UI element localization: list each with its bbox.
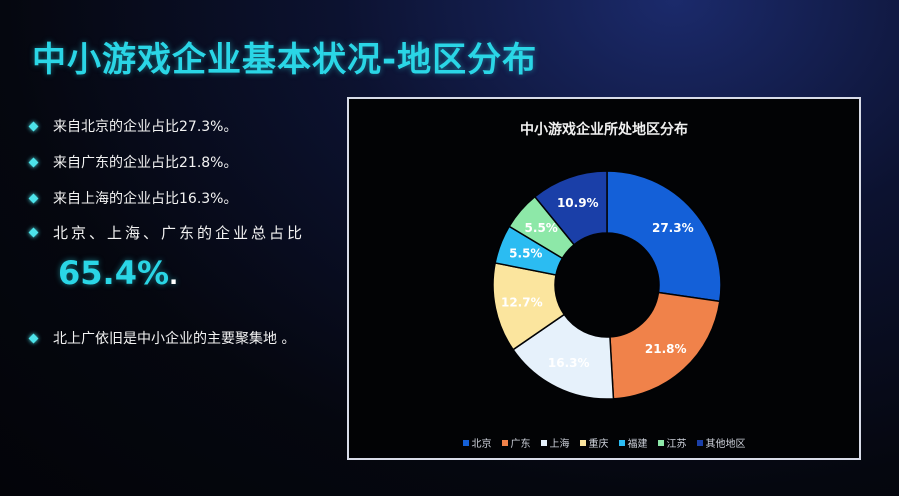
donut-slice-2 [512, 313, 615, 400]
slide-title: 中小游戏企业基本状况-地区分布 [32, 40, 538, 80]
donut-hole [556, 234, 658, 336]
slice-label-3: 12.7% [501, 296, 543, 310]
slice-label-0: 27.3% [652, 221, 694, 235]
legend-label: 江苏 [666, 439, 687, 450]
highlight-suffix: . [169, 262, 179, 290]
bullet-beijing: 来自北京的企业占比27.3%。 [28, 116, 238, 136]
legend-label: 广东 [510, 439, 531, 450]
bullet-conclusion: 北上广依旧是中小企业的主要聚集地 。 [28, 328, 296, 348]
legend-item-5: 江苏 [657, 435, 687, 450]
highlight-number: 65.4% [58, 254, 170, 292]
diamond-bullet-icon [28, 193, 39, 203]
donut-slice-6 [533, 170, 608, 246]
chart-panel: 中小游戏企业所处地区分布 27.3% 21.8% 16.3% 12.7% 5.5% 5.5… [347, 97, 861, 460]
legend-swatch [579, 439, 586, 446]
bullet-guangdong: 来自广东的企业占比21.8%。 [28, 152, 238, 172]
legend-swatch [540, 439, 547, 446]
legend-item-3: 重庆 [579, 435, 609, 450]
legend-label: 上海 [549, 439, 570, 450]
legend-label: 重庆 [588, 439, 609, 450]
chart-title: 中小游戏企业所处地区分布 [520, 122, 688, 138]
diamond-bullet-icon [28, 121, 39, 131]
legend-swatch [618, 439, 625, 446]
donut-slice-1 [609, 291, 721, 400]
legend-label: 其他地区 [705, 439, 746, 450]
legend-item-0: 北京 [462, 435, 492, 450]
bullet-total: 北京、上海、广东的企业总占比 [28, 222, 306, 243]
slice-label-1: 21.8% [645, 342, 687, 356]
slice-label-2: 16.3% [548, 356, 590, 370]
diamond-bullet-icon [28, 333, 39, 343]
slice-label-6: 10.9% [557, 196, 599, 210]
legend-label: 北京 [471, 439, 492, 450]
slice-label-4: 5.5% [509, 247, 542, 261]
legend-item-6: 其他地区 [696, 435, 746, 450]
bullet-text: 北上广依旧是中小企业的主要聚集地 。 [53, 331, 296, 347]
chart-legend: 北京 广东 上海 重庆 福建 江苏 其他地区 [349, 435, 859, 450]
legend-item-2: 上海 [540, 435, 570, 450]
diamond-bullet-icon [28, 227, 39, 238]
bullet-shanghai: 来自上海的企业占比16.3%。 [28, 188, 238, 208]
bullet-text: 来自北京的企业占比27.3%。 [53, 119, 238, 135]
legend-swatch [462, 439, 469, 446]
legend-swatch [696, 439, 703, 446]
donut-chart: 27.3% 21.8% 16.3% 12.7% 5.5% 5.5% 10.9% [492, 170, 722, 400]
legend-label: 福建 [627, 439, 648, 450]
slice-label-5: 5.5% [525, 221, 558, 235]
legend-item-4: 福建 [618, 435, 648, 450]
legend-item-1: 广东 [501, 435, 531, 450]
donut-slice-0 [606, 170, 722, 303]
legend-swatch [501, 439, 508, 446]
bullet-text: 来自上海的企业占比16.3%。 [53, 191, 238, 207]
bullet-text: 来自广东的企业占比21.8%。 [53, 155, 238, 171]
highlight-value: 65.4%. [58, 254, 178, 292]
diamond-bullet-icon [28, 157, 39, 167]
bullet-text: 北京、上海、广东的企业总占比 [53, 224, 306, 242]
legend-swatch [657, 439, 664, 446]
